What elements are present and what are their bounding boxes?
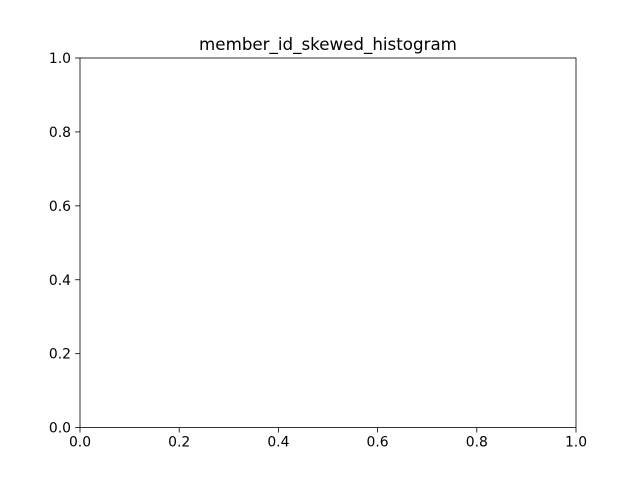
y-tick-label: 0.8 xyxy=(49,125,71,141)
plot-area-frame xyxy=(79,57,577,429)
x-tick-label: 0.2 xyxy=(168,435,190,451)
x-tick-label: 0.4 xyxy=(267,435,289,451)
x-tick-label: 1.0 xyxy=(565,435,587,451)
y-axis: 0.0 0.2 0.4 0.6 0.8 1.0 xyxy=(49,51,80,437)
x-tick-label: 0.0 xyxy=(69,435,91,451)
y-tick-label: 0.0 xyxy=(49,421,71,437)
y-tick-label: 0.6 xyxy=(49,199,71,215)
x-tick-label: 0.8 xyxy=(466,435,488,451)
y-tick-label: 0.4 xyxy=(49,273,71,289)
y-tick-label: 0.2 xyxy=(49,347,71,363)
x-axis: 0.0 0.2 0.4 0.6 0.8 1.0 xyxy=(69,427,587,451)
y-tick-label: 1.0 xyxy=(49,51,71,67)
chart-title: member_id_skewed_histogram xyxy=(199,34,457,55)
x-tick-label: 0.6 xyxy=(367,435,389,451)
